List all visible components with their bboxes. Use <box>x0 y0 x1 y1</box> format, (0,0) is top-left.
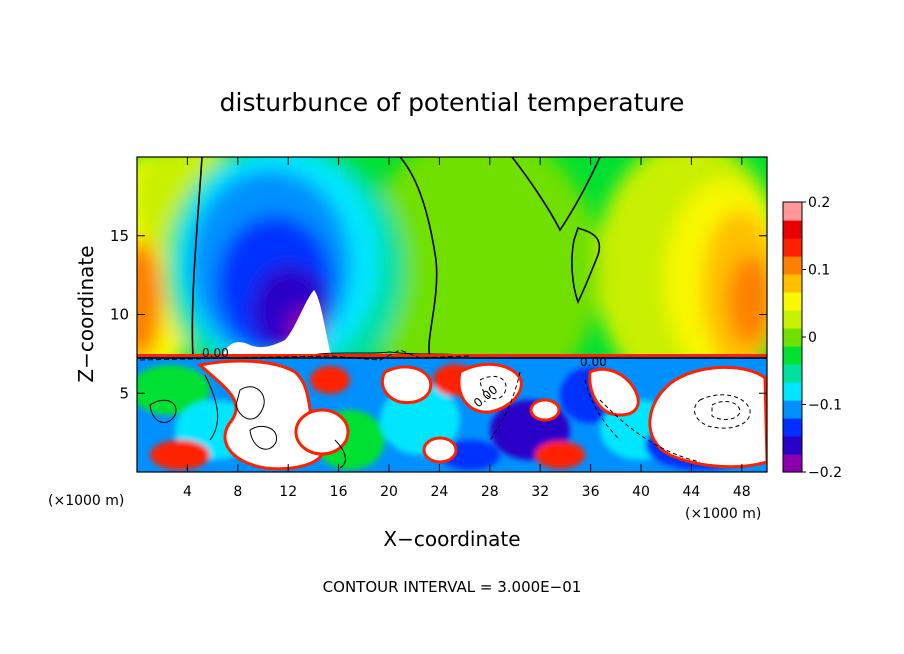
y-tick-label: 10 <box>110 306 129 324</box>
x-tick-label: 48 <box>733 484 751 500</box>
contour-label-1: 0.00 <box>202 346 229 360</box>
lower-field <box>137 357 767 472</box>
colorbar-swatches <box>783 202 802 473</box>
colorbar: 0.2 0.1 0 −0.1 −0.2 <box>782 195 842 481</box>
interface-contours <box>137 349 767 361</box>
x-tick-label: 32 <box>531 484 549 500</box>
colorbar-swatch <box>783 346 802 365</box>
colorbar-swatch <box>783 454 802 473</box>
x-tick-label: 36 <box>582 484 600 500</box>
chart-title: disturbunce of potential temperature <box>220 88 685 117</box>
upper-field <box>137 157 767 357</box>
colorbar-label: 0 <box>808 330 817 346</box>
colorbar-swatch <box>783 382 802 401</box>
plot-area: 0.00 0.00 0.00 4 8 12 16 20 24 28 32 36 40 44 48 51… <box>110 156 768 500</box>
x-tick-label: 28 <box>481 484 499 500</box>
colorbar-swatch <box>783 238 802 257</box>
x-tick-label: 20 <box>380 484 398 500</box>
y-tick-marks <box>137 235 767 394</box>
x-tick-marks <box>186 157 743 472</box>
x-axis-label: X−coordinate <box>383 527 520 551</box>
y-tick-label: 15 <box>110 227 129 245</box>
colorbar-swatch <box>783 400 802 419</box>
colorbar-swatch <box>783 418 802 437</box>
x-tick-label: 44 <box>682 484 700 500</box>
colorbar-swatch <box>783 310 802 329</box>
y-tick-labels: 5 10 15 <box>110 227 129 403</box>
colorbar-label: 0.1 <box>808 263 830 279</box>
x-unit-label-left: (×1000 m) <box>48 493 124 509</box>
contour-interval-note: CONTOUR INTERVAL = 3.000E−01 <box>323 578 582 596</box>
colorbar-label: −0.2 <box>808 465 842 481</box>
colorbar-swatch <box>783 328 802 347</box>
colorbar-labels: 0.2 0.1 0 −0.1 −0.2 <box>808 195 842 481</box>
x-tick-label: 40 <box>632 484 650 500</box>
x-tick-label: 24 <box>430 484 448 500</box>
y-axis-label: Z−coordinate <box>74 245 98 382</box>
x-tick-label: 16 <box>330 484 348 500</box>
x-tick-label: 8 <box>233 484 242 500</box>
colorbar-swatch <box>783 256 802 275</box>
colorbar-swatch <box>783 364 802 383</box>
y-tick-label: 5 <box>119 384 129 402</box>
colorbar-swatch <box>783 202 802 221</box>
x-tick-labels: 4 8 12 16 20 24 28 32 36 40 44 48 <box>183 484 751 500</box>
colorbar-swatch <box>783 220 802 239</box>
colorbar-label: 0.2 <box>808 195 830 211</box>
contour-label-2: 0.00 <box>580 355 607 369</box>
x-unit-label-right: (×1000 m) <box>685 506 761 522</box>
x-tick-label: 12 <box>279 484 297 500</box>
x-tick-label: 4 <box>183 484 192 500</box>
colorbar-label: −0.1 <box>808 398 842 414</box>
colorbar-ticks <box>802 201 806 473</box>
colorbar-swatch <box>783 274 802 293</box>
colorbar-swatch <box>783 292 802 311</box>
colorbar-swatch <box>783 436 802 455</box>
